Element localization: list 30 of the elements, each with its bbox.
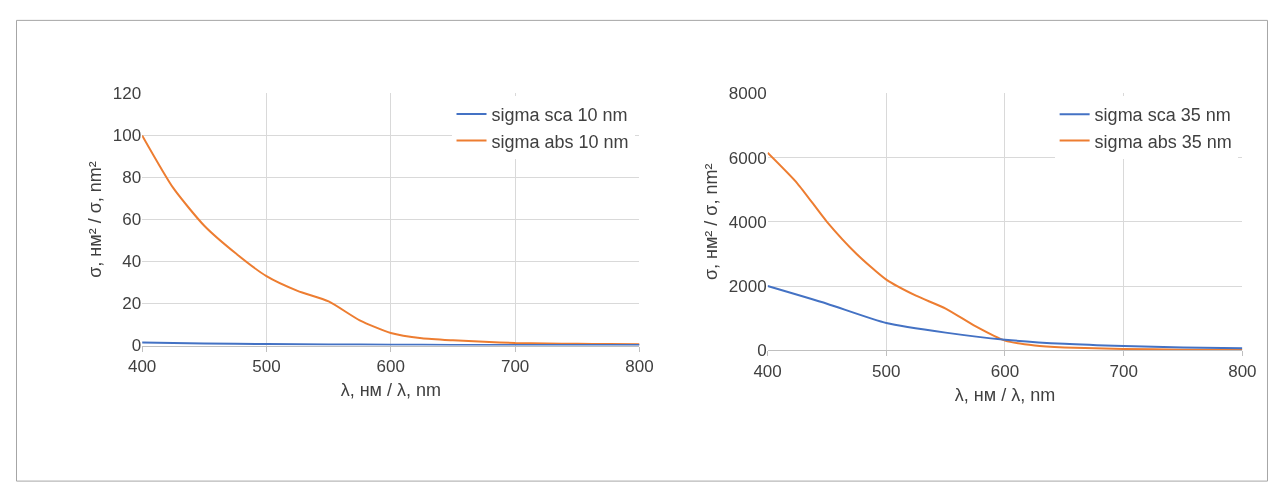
x-tick-label: 700 <box>500 356 530 376</box>
x-tick-label: 600 <box>990 361 1020 381</box>
x-tick-label: 400 <box>127 356 157 376</box>
x-tick-label: 600 <box>376 356 405 376</box>
x-tick-label: 800 <box>1228 361 1257 381</box>
y-tick-label: 20 <box>122 294 142 314</box>
y-tick-label: 0 <box>131 336 142 356</box>
x-tick-label: 500 <box>252 356 281 376</box>
x-tick-label: 500 <box>872 361 901 381</box>
y-tick-label: 0 <box>757 341 767 361</box>
legend-label: sigma sca 10 nm <box>491 105 628 126</box>
x-axis-title: λ, нм / λ, nm <box>340 380 441 401</box>
x-tick-label: 800 <box>625 356 654 376</box>
x-axis-title: λ, нм / λ, nm <box>954 384 1056 405</box>
y-tick-label: 100 <box>112 126 142 146</box>
y-axis-title: σ, нм² / σ, nm² <box>700 163 721 281</box>
legend-label: sigma sca 35 nm <box>1094 105 1231 126</box>
x-tick-label: 400 <box>753 361 782 381</box>
y-axis-title: σ, нм² / σ, nm² <box>84 161 105 278</box>
y-tick-label: 6000 <box>728 148 767 168</box>
legend-label: sigma abs 35 nm <box>1094 131 1232 152</box>
y-tick-label: 2000 <box>728 277 767 296</box>
y-tick-label: 60 <box>122 210 142 230</box>
y-tick-label: 80 <box>122 168 142 188</box>
y-tick-label: 120 <box>112 84 142 104</box>
y-tick-label: 40 <box>122 252 142 272</box>
y-tick-label: 4000 <box>728 212 767 232</box>
y-tick-label: 8000 <box>728 84 767 104</box>
legend-label: sigma abs 10 nm <box>491 131 629 152</box>
x-tick-label: 700 <box>1109 361 1138 381</box>
